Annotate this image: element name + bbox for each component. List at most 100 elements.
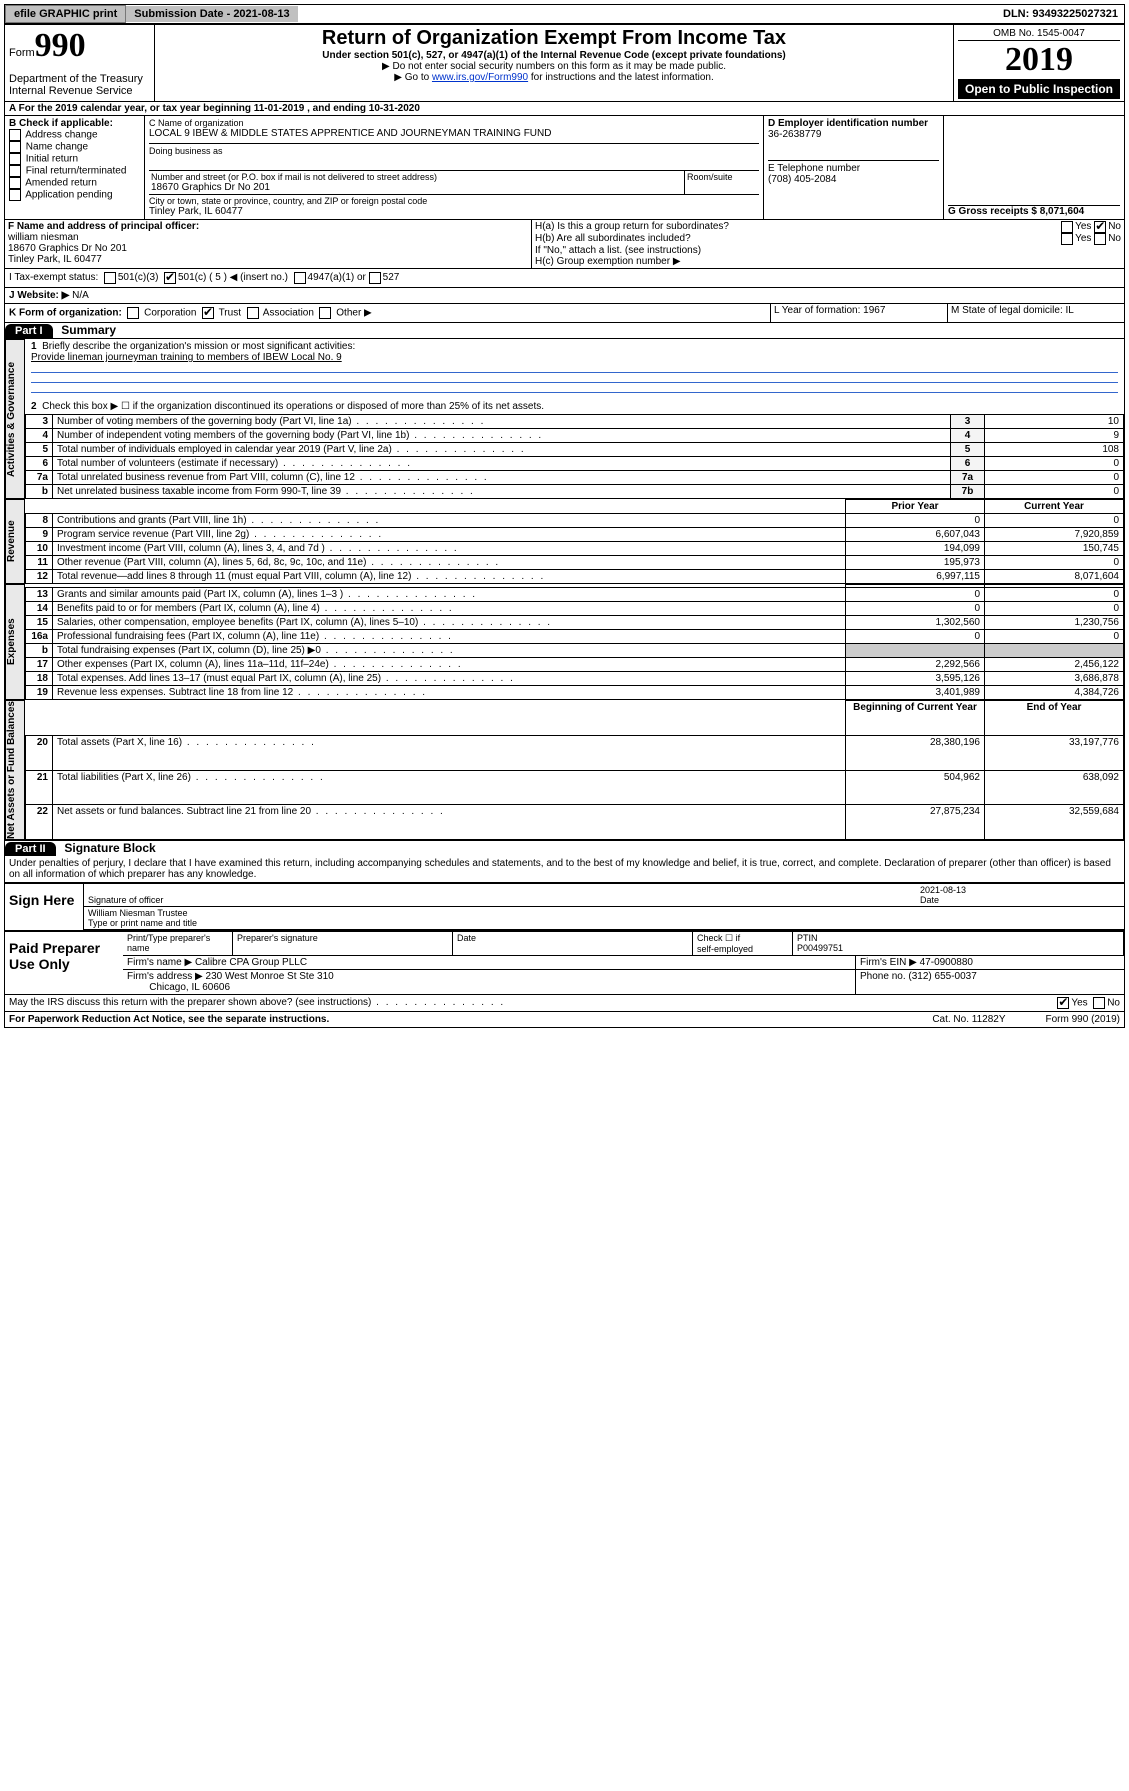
line-text: Program service revenue (Part VIII, line…	[53, 528, 846, 542]
line-k-label: K Form of organization:	[9, 308, 122, 319]
curr-val: 2,456,122	[985, 658, 1124, 672]
h-a-yes-checkbox[interactable]	[1061, 221, 1073, 233]
pp-h3: Date	[453, 932, 693, 956]
curr-val: 0	[985, 514, 1124, 528]
firm-label: Firm's name ▶	[127, 957, 192, 968]
line-k-l-m: K Form of organization: Corporation Trus…	[5, 304, 1124, 323]
curr-val: 0	[985, 588, 1124, 602]
line-no: 19	[26, 686, 53, 700]
curr-val: 150,745	[985, 542, 1124, 556]
discuss-row: May the IRS discuss this return with the…	[5, 994, 1124, 1011]
line-key: 5	[951, 443, 985, 457]
top-toolbar: efile GRAPHIC print Submission Date - 20…	[4, 4, 1125, 24]
discuss-yes-checkbox[interactable]	[1057, 997, 1069, 1009]
curr-val: 7,920,859	[985, 528, 1124, 542]
form-number-cell: Form990 Department of the Treasury Inter…	[5, 25, 155, 101]
i-527-checkbox[interactable]	[369, 272, 381, 284]
open-inspection-badge: Open to Public Inspection	[958, 79, 1120, 99]
line-no: 6	[26, 457, 53, 471]
discuss-no: No	[1107, 998, 1120, 1009]
dba-label: Doing business as	[149, 143, 759, 156]
addr-label: Number and street (or P.O. box if mail i…	[151, 172, 682, 182]
i-501c3-checkbox[interactable]	[104, 272, 116, 284]
h-a-no-checkbox[interactable]	[1094, 221, 1106, 233]
efile-print-button[interactable]: efile GRAPHIC print	[5, 5, 126, 23]
k-corp-checkbox[interactable]	[127, 307, 139, 319]
firm-addr-label: Firm's address ▶	[127, 971, 203, 982]
line-no: 4	[26, 429, 53, 443]
vlabel-expenses: Expenses	[5, 584, 25, 700]
prior-val: 0	[846, 630, 985, 644]
box-b-checkbox[interactable]	[9, 129, 21, 141]
h-b-note: If "No," attach a list. (see instruction…	[535, 245, 1121, 256]
line-no: 10	[26, 542, 53, 556]
phone-value: (708) 405-2084	[768, 174, 939, 185]
h-b-yes-checkbox[interactable]	[1061, 233, 1073, 245]
summary-revenue: Revenue Prior YearCurrent Year8Contribut…	[5, 499, 1124, 584]
line-text: Other expenses (Part IX, column (A), lin…	[53, 658, 846, 672]
line-k: K Form of organization: Corporation Trus…	[5, 304, 771, 322]
discuss-no-checkbox[interactable]	[1093, 997, 1105, 1009]
form-note-1: ▶ Do not enter social security numbers o…	[159, 61, 949, 72]
form-note-2: ▶ Go to www.irs.gov/Form990 for instruct…	[159, 72, 949, 83]
line-no: b	[26, 485, 53, 499]
sig-date: 2021-08-13	[920, 885, 966, 895]
line-key: 4	[951, 429, 985, 443]
h-b-no-checkbox[interactable]	[1094, 233, 1106, 245]
line-j: J Website: ▶ N/A	[5, 288, 1124, 304]
dln-label: DLN: 93493225027321	[997, 6, 1124, 22]
box-b-checkbox[interactable]	[9, 177, 21, 189]
k-other-checkbox[interactable]	[319, 307, 331, 319]
prior-val: 6,607,043	[846, 528, 985, 542]
line-i: I Tax-exempt status: 501(c)(3) 501(c) ( …	[5, 269, 1124, 288]
form-990-number: 990	[35, 27, 86, 64]
line-text: Total assets (Part X, line 16)	[53, 735, 846, 770]
line-val: 0	[985, 485, 1124, 499]
line-key: 7a	[951, 471, 985, 485]
summary-top-table: 3Number of voting members of the governi…	[25, 414, 1124, 499]
line-text: Total number of individuals employed in …	[53, 443, 951, 457]
year-box: OMB No. 1545-0047 2019 Open to Public In…	[954, 25, 1124, 101]
pp-h2: Preparer's signature	[233, 932, 453, 956]
form-title-cell: Return of Organization Exempt From Incom…	[155, 25, 954, 101]
page-footer: For Paperwork Reduction Act Notice, see …	[5, 1011, 1124, 1027]
prior-val: 6,997,115	[846, 570, 985, 584]
irs-form990-link[interactable]: www.irs.gov/Form990	[432, 72, 528, 83]
line-text: Total fundraising expenses (Part IX, col…	[53, 644, 846, 658]
box-b-checkbox[interactable]	[9, 165, 21, 177]
line-key: 3	[951, 415, 985, 429]
line-text: Total liabilities (Part X, line 26)	[53, 770, 846, 805]
sig-name: William Niesman Trustee	[88, 908, 188, 918]
i-501c-checkbox[interactable]	[164, 272, 176, 284]
box-b-checkbox[interactable]	[9, 141, 21, 153]
discuss-q: May the IRS discuss this return with the…	[9, 997, 505, 1009]
line-text: Professional fundraising fees (Part IX, …	[53, 630, 846, 644]
box-b-option: Final return/terminated	[9, 165, 140, 177]
org-name: LOCAL 9 IBEW & MIDDLE STATES APPRENTICE …	[149, 128, 759, 139]
firm-phone-label: Phone no.	[860, 971, 906, 982]
box-b-option: Application pending	[9, 189, 140, 201]
vlabel-governance: Activities & Governance	[5, 339, 25, 499]
part-1-title: Summary	[55, 323, 116, 337]
box-b-checkbox[interactable]	[9, 153, 21, 165]
k-trust-checkbox[interactable]	[202, 307, 214, 319]
k-o2: Trust	[219, 308, 241, 319]
box-b-checkbox[interactable]	[9, 189, 21, 201]
officer-name: william niesman	[8, 232, 528, 243]
line-j-label: J Website: ▶	[9, 290, 69, 301]
i-o4: 527	[383, 272, 400, 284]
part-2-title: Signature Block	[58, 841, 155, 855]
vlabel-revenue: Revenue	[5, 499, 25, 584]
prior-val: 28,380,196	[846, 735, 985, 770]
k-assoc-checkbox[interactable]	[247, 307, 259, 319]
tax-year: 2019	[958, 41, 1120, 79]
line-no: 21	[26, 770, 53, 805]
curr-val: 0	[985, 630, 1124, 644]
omb-number: OMB No. 1545-0047	[958, 27, 1120, 41]
yes-label: Yes	[1075, 221, 1091, 233]
line-no: 7a	[26, 471, 53, 485]
i-4947-checkbox[interactable]	[294, 272, 306, 284]
box-f: F Name and address of principal officer:…	[5, 220, 532, 268]
prior-val: 194,099	[846, 542, 985, 556]
h-b-label: H(b) Are all subordinates included?	[535, 233, 1061, 245]
